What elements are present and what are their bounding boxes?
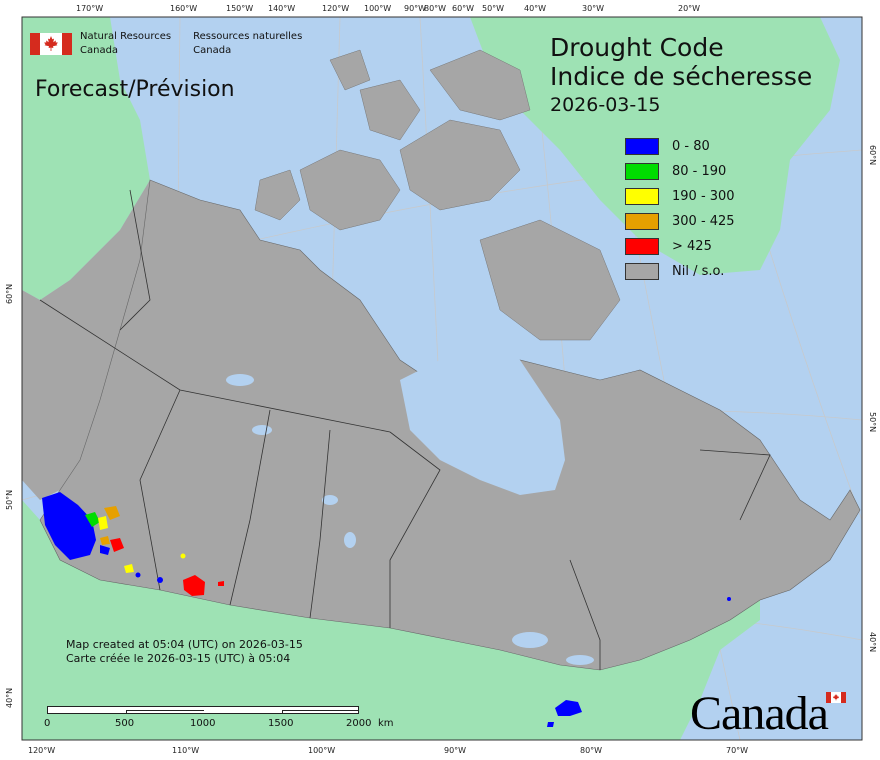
scale-bar [47, 706, 359, 714]
legend-label: Nil / s.o. [672, 264, 725, 279]
canada-flag-icon [30, 33, 72, 55]
left-tick-60n: 60°N [5, 283, 14, 304]
legend-item: 0 - 80 [625, 134, 735, 159]
top-tick-140w: 140°W [268, 4, 296, 13]
scale-unit: km [378, 718, 394, 729]
alaska-land [22, 180, 160, 500]
scale-label-1500: 1500 [268, 718, 294, 729]
wordmark-flag-icon [826, 692, 846, 703]
top-tick-80w: 80°W [424, 4, 447, 13]
agency-name-fr-1: Ressources naturelles [193, 31, 303, 42]
top-tick-20w: 20°W [678, 4, 701, 13]
bottom-tick-110w: 110°W [172, 746, 200, 755]
legend-item: 80 - 190 [625, 159, 735, 184]
drought-patches-blue [42, 492, 731, 727]
top-tick-50w: 50°W [482, 4, 505, 13]
top-tick-160w: 160°W [170, 4, 198, 13]
agency-name-en-2: Canada [80, 45, 119, 56]
agency-name-en-1: Natural Resources [80, 31, 172, 42]
right-tick-50n: 50°N [868, 412, 877, 433]
product-label: Forecast/Prévision [35, 77, 235, 102]
bottom-tick-80w: 80°W [580, 746, 603, 755]
legend-item: 190 - 300 [625, 184, 735, 209]
map-border [21, 16, 863, 741]
footer-fr: Carte créée le 2026-03-15 (UTC) à 05:04 [66, 652, 291, 665]
scale-label-0: 0 [44, 718, 51, 729]
top-tick-90w: 90°W [404, 4, 427, 13]
legend-swatch [625, 263, 659, 280]
legend-swatch [625, 238, 659, 255]
footer-en: Map created at 05:04 (UTC) on 2026-03-15 [66, 638, 303, 651]
legend-label: 190 - 300 [672, 189, 735, 204]
right-tick-60n: 60°N [868, 145, 877, 166]
legend-label: 300 - 425 [672, 214, 735, 229]
legend-label: 0 - 80 [672, 139, 710, 154]
drought-patches-yellow [98, 516, 186, 573]
drought-patches-green [85, 512, 100, 527]
drought-patches-red [110, 538, 224, 596]
top-tick-100w: 100°W [364, 4, 392, 13]
arctic-islands [254, 49, 621, 341]
agency-signature: Natural Resources Canada Ressources natu… [30, 30, 302, 58]
inland-water [226, 374, 594, 665]
left-tick-40n: 40°N [5, 687, 14, 708]
bottom-tick-120w: 120°W [28, 746, 56, 755]
left-tick-50n: 50°N [5, 489, 14, 510]
legend-swatch [625, 138, 659, 155]
scale-label-2000: 2000 [346, 718, 372, 729]
top-tick-150w: 150°W [226, 4, 254, 13]
scale-label-500: 500 [115, 718, 135, 729]
top-tick-170w: 170°W [76, 4, 104, 13]
scale-label-1000: 1000 [190, 718, 216, 729]
legend-swatch [625, 188, 659, 205]
map-footer: Map created at 05:04 (UTC) on 2026-03-15… [66, 638, 303, 666]
legend-item: > 425 [625, 234, 735, 259]
title-fr: Indice de sécheresse [550, 62, 813, 91]
legend-item: Nil / s.o. [625, 259, 735, 284]
agency-name-fr-2: Canada [193, 45, 232, 56]
provincial-borders [39, 189, 771, 670]
legend-swatch [625, 163, 659, 180]
map-date: 2026-03-15 [550, 94, 661, 116]
legend-label: 80 - 190 [672, 164, 727, 179]
russia-land [22, 17, 150, 300]
legend-item: 300 - 425 [625, 209, 735, 234]
top-tick-30w: 30°W [582, 4, 605, 13]
legend-swatch [625, 213, 659, 230]
top-tick-60w: 60°W [452, 4, 475, 13]
usa-land [22, 500, 760, 740]
bottom-tick-100w: 100°W [308, 746, 336, 755]
bottom-tick-90w: 90°W [444, 746, 467, 755]
hudson-bay [400, 350, 565, 495]
legend-label: > 425 [672, 239, 712, 254]
legend: 0 - 80 80 - 190 190 - 300 300 - 425 > 42… [625, 134, 735, 284]
drought-patches-orange [100, 506, 120, 545]
top-tick-120w: 120°W [322, 4, 350, 13]
canada-wordmark: Canada [690, 687, 829, 740]
right-tick-40n: 40°N [868, 632, 877, 653]
title-en: Drought Code [550, 33, 724, 62]
bottom-tick-70w: 70°W [726, 746, 749, 755]
top-tick-40w: 40°W [524, 4, 547, 13]
map-title: Drought Code Indice de sécheresse [550, 33, 812, 91]
